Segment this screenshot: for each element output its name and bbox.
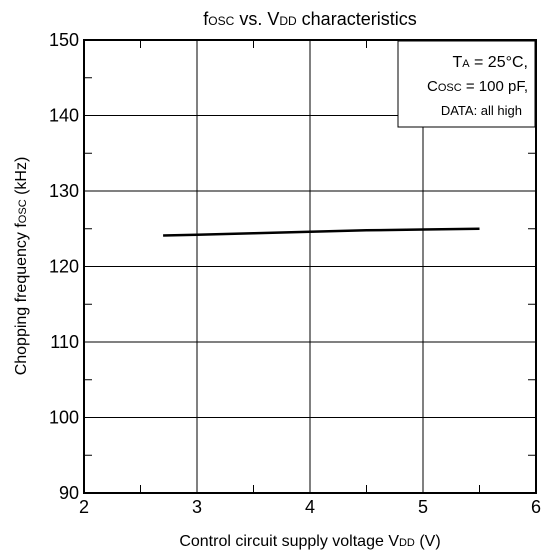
chart-title: fOSC vs. VDD characteristics [203,9,416,29]
y-tick-label: 90 [59,483,79,503]
y-axis-label: Chopping frequency fOSC (kHz) [13,157,30,376]
annotation-line-1: TA = 25°C, [452,54,528,71]
x-tick-label: 4 [305,497,315,517]
y-tick-label: 120 [49,257,79,277]
series [163,227,480,237]
y-tick-label: 150 [49,30,79,50]
series-line [163,227,480,237]
x-tick-labels: 2 3 4 5 6 [79,497,541,517]
y-tick-labels: 90 100 110 120 130 140 150 [49,30,79,503]
minor-ticks [84,40,536,493]
x-axis-label: Control circuit supply voltage VDD (V) [179,533,440,550]
y-tick-label: 110 [50,332,79,352]
annotation-line-3: DATA: all high [441,103,522,118]
y-tick-label: 140 [49,106,79,126]
plot-frame [83,39,537,494]
annotation-line-2: COSC = 100 pF, [427,78,528,95]
x-tick-label: 6 [531,497,541,517]
annotation-box [397,40,536,128]
y-tick-label: 130 [49,181,79,201]
conditions-annotation: TA = 25°C, COSC = 100 pF, DATA: all high [397,40,536,128]
y-tick-label: 100 [49,408,79,428]
x-tick-label: 5 [418,497,428,517]
x-tick-label: 2 [79,497,89,517]
x-tick-label: 3 [192,497,202,517]
